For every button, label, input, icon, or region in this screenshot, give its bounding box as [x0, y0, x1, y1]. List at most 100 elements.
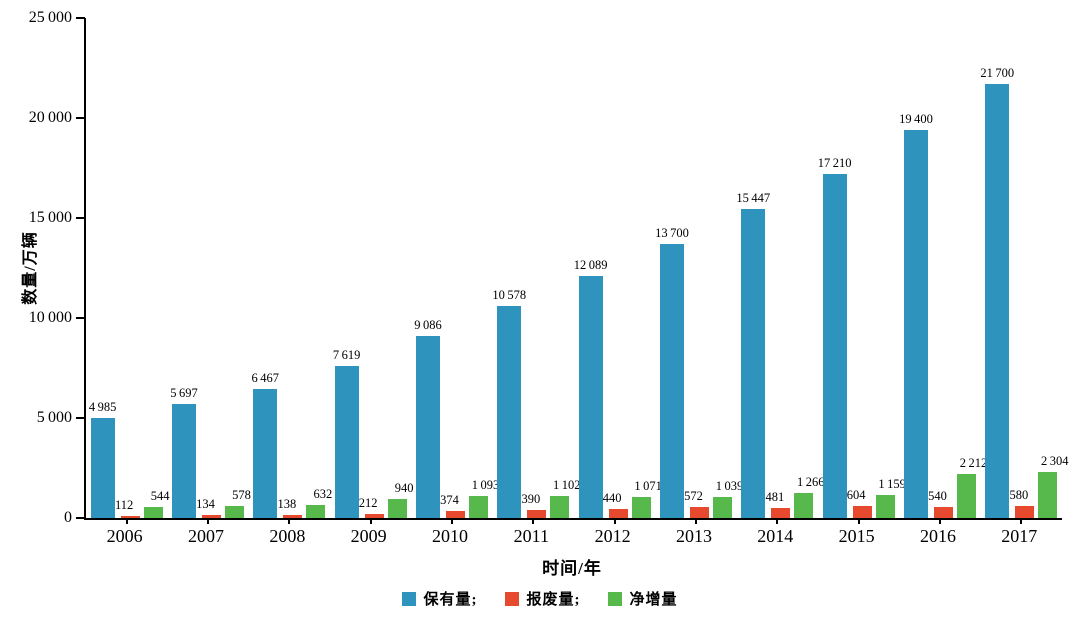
bar-group: 6 467 138 632 [249, 18, 332, 518]
bar-group: 9 086 374 1 093 [411, 18, 499, 518]
bar-保有量 [578, 276, 603, 518]
x-axis-category-label: 2007 [187, 526, 224, 546]
bar-value-label: 374 [440, 492, 459, 507]
x-axis-category-label: 2014 [757, 526, 794, 546]
y-axis-tick [76, 17, 85, 19]
bar-value-label: 21 700 [980, 66, 1015, 80]
plot-area: 0 5 000 10 000 15 000 20 000 25 000 4 985 112 54… [29, 9, 1069, 526]
y-axis-tick [76, 517, 85, 519]
bar-value-label: 212 [358, 495, 378, 510]
bar-报废量 [201, 515, 221, 518]
bar-group: 7 619 212 940 [330, 18, 414, 518]
y-axis-title: 数量/万辆 [22, 231, 39, 305]
bar-报废量 [689, 506, 709, 518]
bar-value-label: 544 [150, 489, 170, 504]
y-axis-tick-label: 25 000 [28, 9, 72, 26]
bar-净增量 [712, 497, 732, 518]
bar-value-label: 1 159 [878, 476, 906, 491]
x-axis-tick [1020, 518, 1023, 524]
bar-报废量 [1015, 506, 1035, 518]
bar-保有量 [415, 336, 440, 518]
bar-group: 19 400 540 2 212 [899, 18, 987, 518]
x-axis-tick [532, 518, 535, 524]
bar-value-label: 17 210 [817, 155, 852, 170]
bar-净增量 [875, 494, 895, 518]
bar-value-label: 580 [1009, 488, 1029, 503]
bar-保有量 [497, 306, 522, 518]
bar-group: 15 447 481 1 266 [736, 18, 825, 518]
legend-item: 净增量 [608, 588, 677, 609]
bar-value-label: 1 266 [797, 474, 825, 489]
bar-value-label: 15 447 [736, 191, 771, 206]
x-axis-tick [776, 518, 779, 524]
bar-净增量 [143, 507, 163, 518]
x-axis-category-label: 2006 [106, 526, 143, 546]
y-axis-tick-label: 0 [64, 509, 72, 526]
x-axis-labels: 2006 2007 2008 2009 2010 2011 2012 2013 2014 2015… [84, 526, 1060, 547]
bar-净增量 [631, 496, 651, 518]
y-axis-tick [76, 217, 85, 219]
bar-group: 17 210 604 1 159 [817, 18, 906, 518]
legend-swatch-保有量 [402, 591, 417, 606]
y-axis-tick-label: 5 000 [36, 409, 72, 426]
y-axis-tick [76, 417, 85, 419]
bar-value-label: 10 578 [492, 288, 527, 303]
bar-净增量 [306, 505, 326, 518]
bar-value-label: 9 086 [414, 318, 442, 333]
bar-净增量 [224, 506, 244, 518]
bar-报废量 [852, 505, 872, 518]
bar-保有量 [985, 84, 1010, 518]
x-axis-category-label: 2011 [513, 526, 549, 546]
bar-value-label: 138 [277, 497, 297, 512]
bar-保有量 [903, 130, 928, 518]
bar-报废量 [364, 513, 384, 518]
bar-保有量 [659, 244, 684, 518]
x-axis-tick [369, 518, 372, 524]
bar-保有量 [741, 209, 766, 518]
y-axis-tick [76, 117, 85, 119]
bar-value-label: 1 039 [715, 479, 744, 494]
bar-value-label: 12 089 [573, 258, 608, 273]
legend-label: 保有量; [423, 592, 478, 608]
bar-报废量 [771, 508, 791, 518]
bar-value-label: 134 [196, 497, 215, 512]
legend-label: 报废量; [526, 592, 581, 608]
bar-value-label: 940 [394, 481, 414, 496]
x-axis-category-label: 2015 [838, 526, 875, 546]
bar-报废量 [120, 515, 140, 518]
bar-value-label: 1 102 [553, 477, 581, 492]
y-axis-tick-label: 10 000 [28, 309, 72, 326]
bar-value-label: 4 985 [88, 400, 117, 415]
bar-value-label: 6 467 [251, 370, 280, 385]
x-axis-tick [695, 518, 697, 524]
bar-净增量 [468, 496, 488, 518]
bar-保有量 [253, 388, 278, 518]
x-axis-tick [207, 518, 209, 524]
y-axis-tick-label: 20 000 [28, 109, 72, 126]
bar-value-label: 2 304 [1041, 453, 1069, 468]
bar-value-label: 604 [846, 487, 866, 502]
bar-value-label: 5 697 [170, 386, 198, 401]
bar-净增量 [387, 499, 407, 518]
legend-item: 报废量; [505, 588, 580, 609]
bar-value-label: 481 [765, 490, 785, 505]
legend-swatch-净增量 [608, 591, 623, 606]
bar-净增量 [1038, 471, 1058, 518]
x-axis-category-label: 2012 [594, 526, 631, 546]
bar-group: 10 578 390 1 102 [492, 18, 581, 518]
bar-报废量 [527, 510, 547, 518]
x-axis-category-label: 2010 [431, 526, 468, 546]
y-axis-tick-label: 15 000 [28, 209, 72, 226]
bar-group: 12 089 440 1 071 [573, 18, 662, 518]
legend-item: 保有量; [402, 588, 477, 609]
bar-group: 13 700 572 1 039 [655, 18, 743, 518]
x-axis-tick [613, 518, 616, 524]
x-axis-category-label: 2008 [269, 526, 306, 546]
legend: 保有量; 报废量; 净增量 [0, 588, 1080, 609]
legend-swatch-报废量 [505, 591, 520, 606]
legend-label: 净增量 [629, 592, 678, 608]
bar-value-label: 7 619 [332, 347, 361, 362]
bar-value-label: 572 [684, 488, 703, 503]
bar-group: 4 985 112 544 [86, 18, 170, 518]
